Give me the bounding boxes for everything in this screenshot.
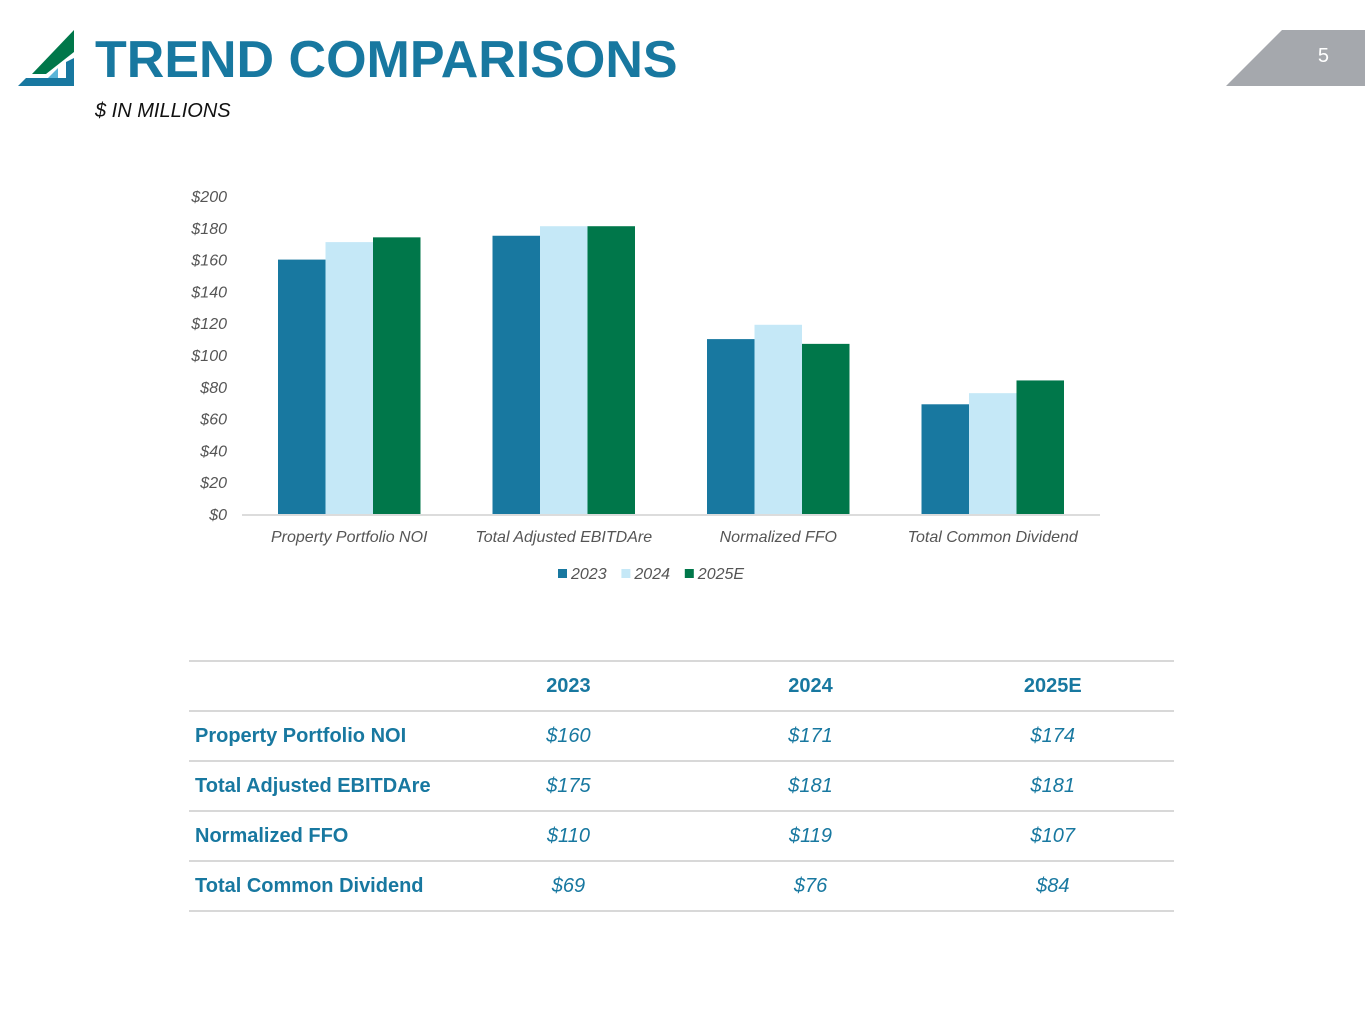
row-label: Total Common Dividend bbox=[189, 860, 448, 912]
bar-2024 bbox=[325, 242, 373, 515]
y-tick-label: $60 bbox=[199, 412, 227, 429]
table-header-2025e: 2025E bbox=[931, 660, 1174, 711]
category-label: Normalized FFO bbox=[720, 529, 837, 546]
legend-swatch bbox=[621, 569, 631, 578]
table-cell: $110 bbox=[447, 810, 690, 861]
bar-2024 bbox=[754, 324, 802, 514]
table-header-row: 2023 2024 2025E bbox=[189, 660, 1174, 711]
legend-swatch bbox=[684, 569, 694, 578]
page-title: TREND COMPARISONS bbox=[95, 31, 678, 89]
bar-2025e bbox=[373, 237, 421, 514]
bar-2024 bbox=[969, 393, 1017, 514]
bar-2023 bbox=[278, 259, 326, 514]
bar-2024 bbox=[540, 226, 588, 514]
row-label: Property Portfolio NOI bbox=[189, 710, 448, 761]
table-cell: $175 bbox=[447, 760, 690, 811]
bar-2023 bbox=[707, 339, 755, 514]
legend-swatch bbox=[558, 569, 567, 578]
table-cell: $119 bbox=[689, 810, 932, 861]
table-header-blank bbox=[189, 660, 448, 711]
y-tick-label: $80 bbox=[199, 380, 227, 397]
table-cell: $181 bbox=[931, 760, 1174, 811]
company-logo-icon bbox=[18, 30, 74, 86]
table-row: Total Adjusted EBITDAre $175 $181 $181 bbox=[189, 760, 1174, 811]
table-cell: $181 bbox=[689, 760, 932, 811]
y-tick-label: $140 bbox=[190, 284, 227, 301]
legend-label: 2023 bbox=[570, 566, 607, 583]
table-cell: $107 bbox=[931, 810, 1174, 861]
category-label: Total Adjusted EBITDAre bbox=[475, 529, 652, 546]
page-number: 5 bbox=[1317, 45, 1329, 67]
table-row: Normalized FFO $110 $119 $107 bbox=[189, 810, 1174, 861]
category-label: Property Portfolio NOI bbox=[271, 529, 428, 546]
y-tick-label: $180 bbox=[190, 221, 227, 238]
bar-2025e bbox=[802, 343, 850, 514]
bar-2023 bbox=[921, 404, 969, 514]
bar-2025e bbox=[1016, 380, 1064, 514]
table-header-2024: 2024 bbox=[689, 660, 932, 711]
table-row: Total Common Dividend $69 $76 $84 bbox=[189, 860, 1174, 912]
table-cell: $84 bbox=[931, 860, 1174, 912]
table-row: Property Portfolio NOI $160 $171 $174 bbox=[189, 710, 1174, 761]
y-tick-label: $160 bbox=[190, 253, 227, 270]
bar-2025e bbox=[587, 226, 635, 514]
data-table: 2023 2024 2025E Property Portfolio NOI $… bbox=[189, 660, 1174, 912]
bar-2023 bbox=[492, 235, 540, 514]
page-subtitle: $ IN MILLIONS bbox=[95, 100, 231, 122]
y-tick-label: $0 bbox=[208, 507, 227, 524]
table-cell: $171 bbox=[689, 710, 932, 761]
table-cell: $174 bbox=[931, 710, 1174, 761]
y-tick-label: $120 bbox=[190, 316, 227, 333]
category-label: Total Common Dividend bbox=[908, 529, 1079, 546]
legend-label: 2024 bbox=[633, 566, 670, 583]
row-label: Total Adjusted EBITDAre bbox=[189, 760, 448, 811]
y-tick-label: $100 bbox=[190, 348, 227, 365]
table-cell: $76 bbox=[689, 860, 932, 912]
y-tick-label: $200 bbox=[190, 189, 227, 206]
legend-label: 2025E bbox=[697, 566, 745, 583]
row-label: Normalized FFO bbox=[189, 810, 448, 861]
y-tick-label: $40 bbox=[199, 443, 227, 460]
table-cell: $69 bbox=[447, 860, 690, 912]
table-cell: $160 bbox=[447, 710, 690, 761]
table-header-2023: 2023 bbox=[447, 660, 690, 711]
y-tick-label: $20 bbox=[199, 475, 227, 492]
bar-chart: $0 $20 $40 $60 $80 $100 $120 $140 $160 $180 $200 Pr… bbox=[190, 189, 1100, 583]
